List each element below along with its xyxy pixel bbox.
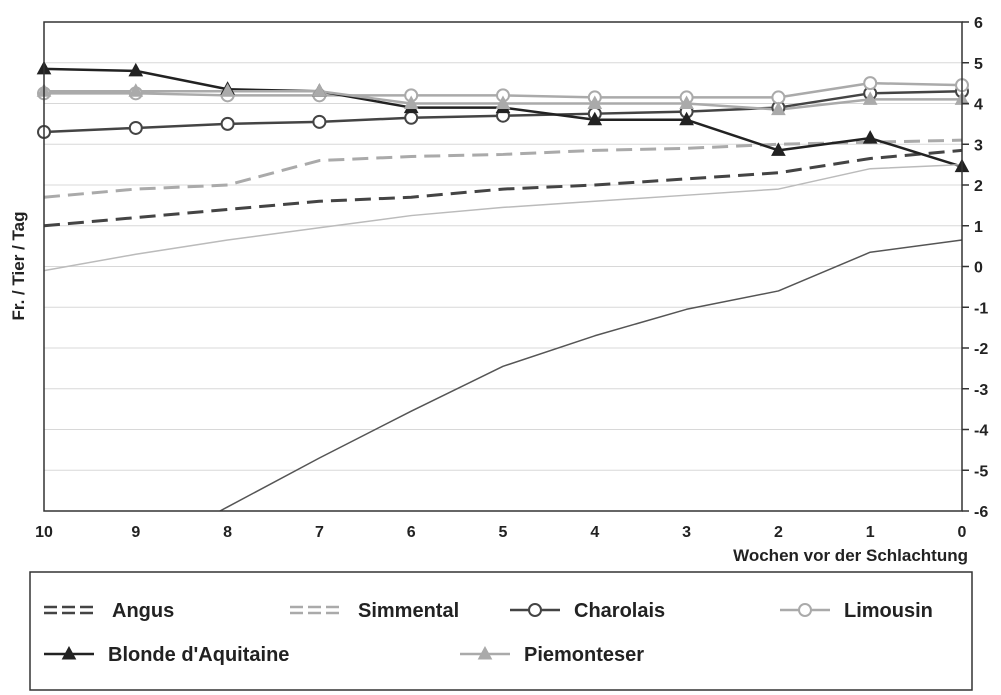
- y-tick-label: 4: [974, 97, 983, 114]
- y-tick-label: 5: [974, 56, 983, 73]
- legend-item-blonde-d-aquitaine: Blonde d'Aquitaine: [44, 644, 289, 666]
- legend-item-simmental: Simmental: [290, 600, 459, 622]
- series-line-unnamed-6: [219, 239, 963, 512]
- data-point-piemonteser: [128, 83, 144, 97]
- y-tick-label: -3: [974, 382, 988, 399]
- y-tick-label: 2: [974, 178, 983, 195]
- legend-label: Piemonteser: [524, 644, 644, 666]
- x-tick-label: 7: [315, 524, 324, 541]
- data-point-piemonteser: [679, 95, 694, 109]
- y-tick-label: 1: [974, 219, 983, 236]
- series-line-angus: [43, 148, 963, 228]
- data-point-piemonteser: [220, 83, 235, 97]
- y-tick-label: 6: [974, 15, 983, 32]
- legend-label: Limousin: [844, 600, 933, 622]
- legend-marker: [477, 645, 493, 660]
- series-line-simmental: [43, 138, 963, 199]
- data-point-blonde-d-aquitaine: [587, 111, 603, 126]
- x-tick-label: 4: [590, 524, 599, 541]
- data-point-piemonteser: [771, 101, 786, 116]
- data-point-piemonteser: [587, 95, 603, 109]
- data-point-blonde-d-aquitaine: [862, 130, 878, 144]
- legend-label: Simmental: [358, 600, 459, 622]
- legend-item-piemonteser: Piemonteser: [460, 644, 644, 666]
- legend-item-angus: Angus: [44, 600, 174, 622]
- x-tick-label: 2: [774, 524, 783, 541]
- data-point-charolais: [404, 110, 419, 125]
- x-tick-label: 5: [499, 524, 508, 541]
- legend-label: Angus: [112, 600, 174, 622]
- legend-marker: [528, 603, 542, 617]
- series-lines: [43, 67, 963, 512]
- y-axis-label: Fr. / Tier / Tag: [9, 212, 28, 321]
- x-tick-label: 3: [682, 524, 691, 541]
- y-tick-label: 3: [974, 137, 983, 154]
- y-tick-marks: [962, 21, 969, 512]
- data-point-piemonteser: [312, 83, 327, 97]
- legend-item-limousin: Limousin: [780, 600, 933, 622]
- x-tick-label: 9: [131, 524, 140, 541]
- data-point-limousin: [863, 76, 878, 91]
- y-tick-label: -2: [974, 341, 988, 358]
- data-point-blonde-d-aquitaine: [128, 62, 144, 77]
- y-tick-label: -4: [974, 423, 988, 440]
- y-tick-label: 0: [974, 260, 983, 277]
- y-tick-label: -1: [974, 300, 988, 317]
- x-tick-label: 6: [407, 524, 416, 541]
- grid-lines: [44, 62, 962, 471]
- legend-label: Blonde d'Aquitaine: [108, 644, 289, 666]
- legend-item-charolais: Charolais: [510, 600, 665, 622]
- y-tick-label: -5: [974, 463, 988, 480]
- data-point-piemonteser: [862, 91, 878, 105]
- series-line-unnamed-7: [43, 163, 963, 272]
- x-tick-label: 8: [223, 524, 232, 541]
- legend: Angus Simmental Charolais Limousin Blonde d'…: [44, 600, 933, 666]
- data-point-blonde-d-aquitaine: [771, 142, 786, 156]
- data-point-charolais: [312, 114, 327, 129]
- data-point-charolais: [128, 120, 143, 135]
- x-tick-label: 1: [866, 524, 875, 541]
- x-tick-label: 10: [35, 524, 53, 541]
- legend-box: [29, 571, 973, 691]
- legend-marker: [61, 645, 77, 660]
- legend-label: Charolais: [574, 600, 665, 622]
- x-tick-label: 0: [958, 524, 967, 541]
- data-point-charolais: [220, 116, 235, 131]
- data-point-blonde-d-aquitaine: [679, 111, 694, 126]
- y-tick-labels: 6 5 4 3 2 1 0 -1 -2 -3 -4 -5 -6: [974, 15, 988, 521]
- data-point-piemonteser: [495, 95, 511, 109]
- legend-marker: [798, 603, 812, 617]
- y-tick-label: -6: [974, 504, 988, 521]
- data-point-piemonteser: [403, 95, 419, 109]
- x-axis-label: Wochen vor der Schlachtung: [733, 546, 968, 565]
- x-tick-labels: 10 9 8 7 6 5 4 3 2 1 0: [35, 524, 966, 541]
